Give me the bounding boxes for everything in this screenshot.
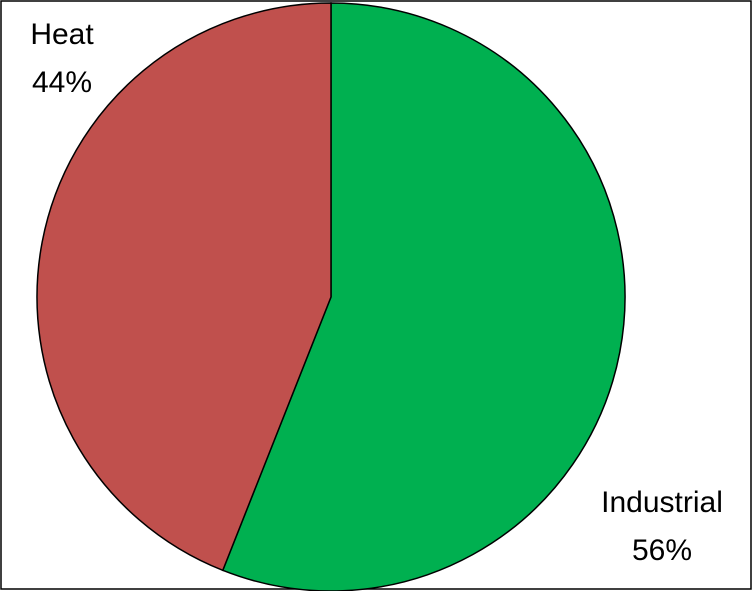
pie-slices	[36, 2, 626, 591]
slice-label-heat: Heat	[30, 18, 94, 51]
pie-slice-industrial	[221, 2, 626, 591]
slice-percent-heat: 44%	[32, 66, 92, 99]
pie-slice-heat	[36, 2, 332, 572]
slice-percent-industrial: 56%	[632, 534, 692, 567]
pie-labels: Industrial 56% Heat 44%	[30, 18, 723, 567]
slice-label-industrial: Industrial	[601, 486, 723, 519]
